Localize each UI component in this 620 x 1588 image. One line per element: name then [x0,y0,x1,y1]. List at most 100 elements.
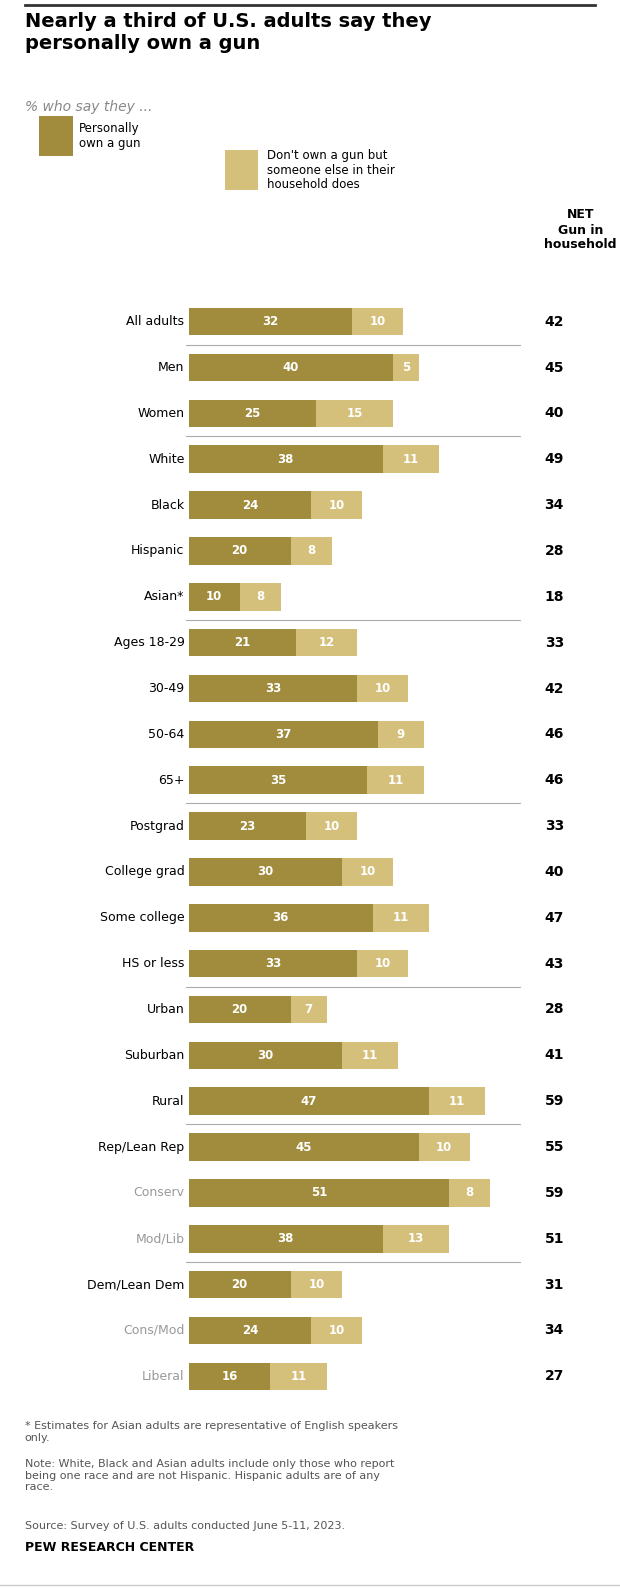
Text: Some college: Some college [100,912,185,924]
Bar [368,767,423,794]
Bar [342,858,393,886]
Text: 24: 24 [242,1324,258,1337]
Text: College grad: College grad [105,865,185,878]
Text: 40: 40 [544,407,564,421]
Bar [291,996,327,1023]
Text: 33: 33 [265,958,281,970]
Text: 10: 10 [324,819,340,832]
Text: Source: Survey of U.S. adults conducted June 5-11, 2023.: Source: Survey of U.S. adults conducted … [25,1521,345,1531]
Text: 11: 11 [392,912,409,924]
Bar [296,629,357,656]
Bar [188,1180,450,1207]
Text: All adults: All adults [126,314,185,329]
Text: 10: 10 [374,958,391,970]
Bar [240,583,281,610]
Text: 33: 33 [544,635,564,649]
Text: 28: 28 [544,1002,564,1016]
Bar [188,1270,291,1299]
Text: 8: 8 [307,545,316,557]
Text: 46: 46 [544,773,564,788]
Text: 32: 32 [262,314,278,329]
Text: 30: 30 [257,865,273,878]
Text: 7: 7 [304,1004,312,1016]
Bar [188,491,311,519]
Text: * Estimates for Asian adults are representative of English speakers
only.: * Estimates for Asian adults are represe… [25,1421,398,1442]
Text: 59: 59 [544,1186,564,1201]
Bar [450,1180,490,1207]
Text: 38: 38 [278,1232,294,1245]
Bar [188,629,296,656]
Text: Postgrad: Postgrad [130,819,185,832]
Text: 20: 20 [231,545,248,557]
Text: 10: 10 [329,499,345,511]
Bar [188,858,342,886]
Text: 50-64: 50-64 [148,727,185,742]
Bar [188,1363,270,1390]
Text: 36: 36 [272,912,289,924]
Bar [188,354,393,381]
Bar [188,1134,418,1161]
Text: 34: 34 [544,1323,564,1337]
Text: 65+: 65+ [158,773,185,786]
Text: Hispanic: Hispanic [131,545,185,557]
Text: 43: 43 [544,956,564,970]
Text: Conserv: Conserv [133,1186,185,1199]
Text: Don't own a gun but
someone else in their
household does: Don't own a gun but someone else in thei… [267,149,395,192]
Text: 47: 47 [544,912,564,924]
Text: 33: 33 [265,681,281,696]
Text: Cons/Mod: Cons/Mod [123,1324,185,1337]
Text: 33: 33 [544,819,564,834]
Bar [188,1088,429,1115]
Bar [188,1042,342,1069]
Text: 10: 10 [360,865,376,878]
Text: 5: 5 [402,360,410,375]
Text: 40: 40 [544,865,564,878]
Text: 13: 13 [408,1232,424,1245]
Bar [393,354,418,381]
Bar [357,675,409,702]
Bar [188,996,291,1023]
Bar [188,721,378,748]
Text: 16: 16 [221,1370,237,1383]
Text: 15: 15 [347,407,363,419]
Text: 10: 10 [436,1140,452,1153]
Text: Mod/Lib: Mod/Lib [135,1232,185,1245]
Text: 51: 51 [544,1232,564,1245]
Text: 23: 23 [239,819,255,832]
Text: % who say they ...: % who say they ... [25,100,152,114]
Bar [188,583,240,610]
Bar [188,904,373,932]
Text: 49: 49 [544,453,564,467]
Text: Nearly a third of U.S. adults say they
personally own a gun: Nearly a third of U.S. adults say they p… [25,13,432,52]
Bar [383,1224,450,1253]
Text: 20: 20 [231,1004,248,1016]
Text: 21: 21 [234,637,250,649]
Bar [291,1270,342,1299]
Bar [188,675,357,702]
Text: 40: 40 [283,360,299,375]
Text: Rep/Lean Rep: Rep/Lean Rep [99,1140,185,1153]
Bar [383,446,439,473]
Bar [291,537,332,565]
Bar [357,950,409,977]
Text: Men: Men [158,360,185,375]
Text: 28: 28 [544,545,564,557]
Text: 46: 46 [544,727,564,742]
Text: Black: Black [150,499,185,511]
Text: Asian*: Asian* [144,591,185,603]
Bar [225,149,259,191]
Bar [188,537,291,565]
Bar [311,491,362,519]
Bar [188,767,368,794]
Bar [188,400,316,427]
Text: 11: 11 [449,1094,465,1108]
Text: 55: 55 [544,1140,564,1154]
Text: Dem/Lean Dem: Dem/Lean Dem [87,1278,185,1291]
Text: Liberal: Liberal [142,1370,185,1383]
Text: 11: 11 [290,1370,306,1383]
Text: 45: 45 [544,360,564,375]
Text: 41: 41 [544,1048,564,1062]
Bar [316,400,393,427]
Text: 25: 25 [244,407,260,419]
Text: 30: 30 [257,1048,273,1062]
